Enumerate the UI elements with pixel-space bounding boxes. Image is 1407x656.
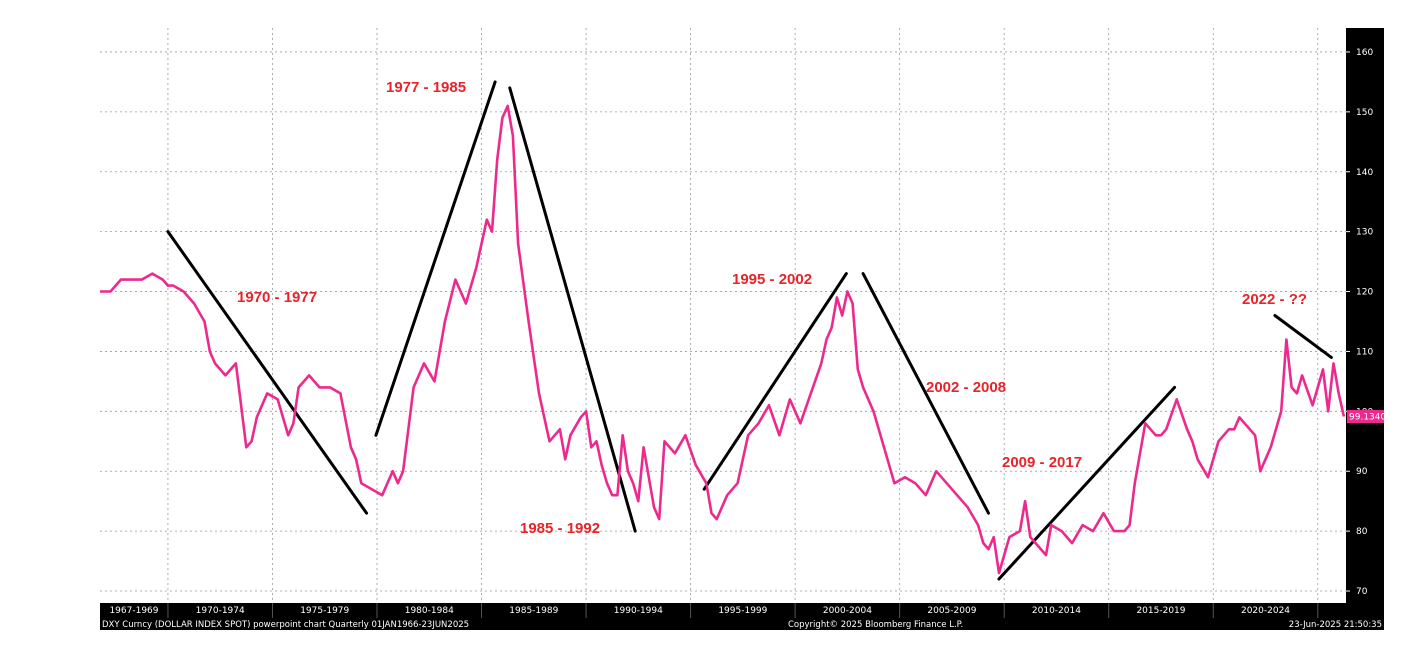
x-tick-label: 2020-2024 (1241, 606, 1290, 616)
y-tick-label: 130 (1356, 228, 1373, 238)
x-tick-label: 1980-1984 (405, 606, 454, 616)
x-tick-label: 1995-1999 (718, 606, 767, 616)
footer-timestamp-text: 23-Jun-2025 21:50:35 (1289, 620, 1382, 630)
x-tick-label: 2005-2009 (927, 606, 976, 616)
annotation-1985-1992: 1985 - 1992 (520, 520, 600, 537)
annotation-1995-2002: 1995 - 2002 (732, 271, 812, 288)
x-axis-panel (100, 603, 1384, 618)
x-tick-label: 1967-1969 (109, 606, 158, 616)
x-tick-label: 2000-2004 (823, 606, 872, 616)
x-tick-label: 1970-1974 (196, 606, 245, 616)
trend-lines (166, 80, 1333, 581)
x-tick-label: 1990-1994 (614, 606, 663, 616)
y-tick-label: 150 (1356, 108, 1373, 118)
annotation-1977-1985: 1977 - 1985 (386, 79, 466, 96)
annotation-2002-2008: 2002 - 2008 (926, 379, 1006, 396)
y-axis-panel (1346, 28, 1384, 603)
last-value-label: 99.1340 (1349, 413, 1386, 423)
x-axis-ticks: 1967-1969 1970-1974 1975-1979 1980-1984 1985… (109, 603, 1319, 618)
trend-line (508, 86, 637, 533)
series-line-dxy (100, 104, 1346, 575)
trend-line (997, 385, 1177, 581)
trend-line (374, 80, 497, 437)
y-tick-label: 120 (1356, 288, 1373, 298)
last-value-marker: 99.1340 (1347, 410, 1386, 423)
y-tick-label: 80 (1356, 527, 1368, 537)
y-tick-label: 140 (1356, 168, 1373, 178)
y-tick-label: 90 (1356, 467, 1368, 477)
y-tick-label: 110 (1356, 347, 1373, 357)
footer-copyright-text: Copyright© 2025 Bloomberg Finance L.P. (788, 620, 963, 630)
annotation-2009-2017: 2009 - 2017 (1002, 454, 1082, 471)
trend-line (1273, 314, 1333, 359)
x-tick-label: 1985-1989 (509, 606, 558, 616)
plot-background (100, 28, 1346, 603)
series-layer (100, 104, 1346, 575)
annotation-1970-1977: 1970 - 1977 (237, 289, 317, 306)
trend-line (166, 230, 369, 515)
x-tick-label: 2015-2019 (1136, 606, 1185, 616)
x-tick-label: 2010-2014 (1032, 606, 1081, 616)
last-value-badge (1347, 410, 1384, 423)
trend-line (702, 272, 848, 491)
y-tick-label: 160 (1356, 48, 1373, 58)
annotation-2022-open: 2022 - ?? (1242, 291, 1307, 308)
footer-bar (100, 618, 1384, 630)
y-tick-label: 70 (1356, 587, 1368, 597)
trend-line (861, 272, 991, 515)
x-tick-label: 1975-1979 (300, 606, 349, 616)
footer-source-text: DXY Curncy (DOLLAR INDEX SPOT) powerpoin… (102, 620, 469, 630)
